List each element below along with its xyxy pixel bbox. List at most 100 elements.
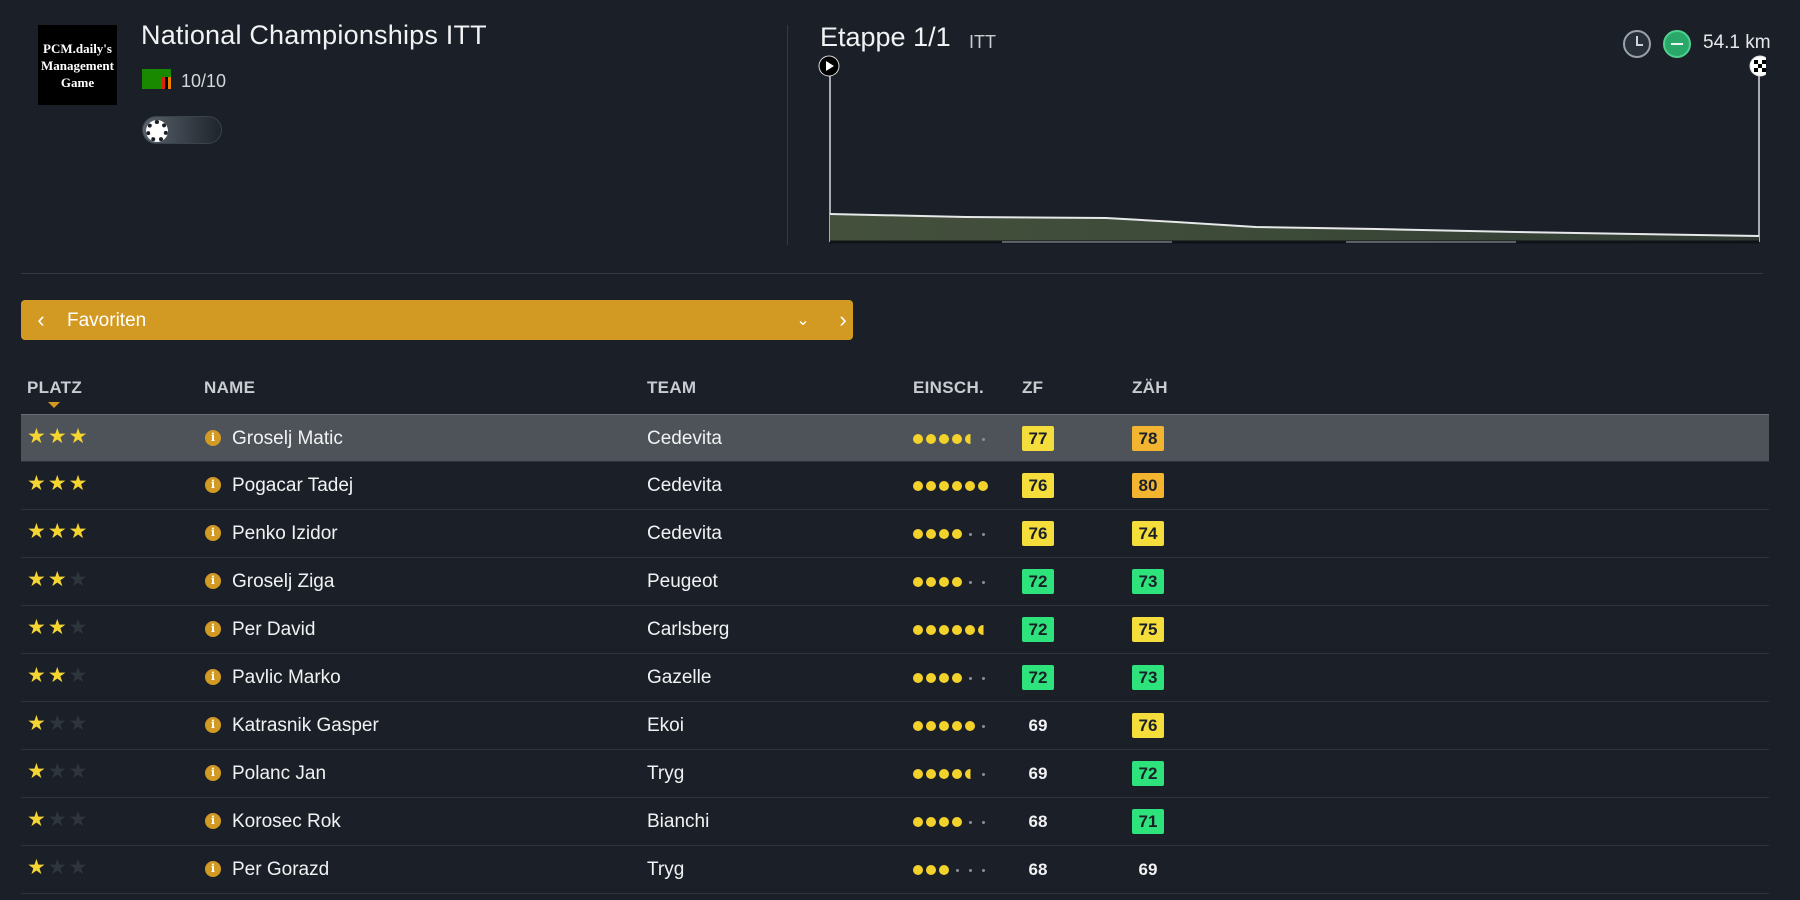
rating-dots [913, 721, 988, 731]
rating-dot [939, 817, 949, 827]
info-icon[interactable]: i [205, 765, 221, 781]
rider-name[interactable]: Korosec Rok [232, 811, 341, 832]
stage-profile [818, 55, 1766, 244]
header-divider [787, 25, 788, 245]
star-icon: ★ [68, 520, 88, 543]
rating-dot [965, 673, 975, 683]
rating-dot [926, 577, 936, 587]
table-row[interactable]: ★ ★ ★ i Penko Izidor Cedevita 76 74 [21, 510, 1769, 558]
rating-dot [913, 769, 923, 779]
rating-dot [978, 577, 988, 587]
table-row[interactable]: ★ ★ ★ i Polanc Jan Tryg 69 72 [21, 750, 1769, 798]
rider-team: Bianchi [647, 811, 710, 832]
rating-dot [926, 817, 936, 827]
rating-dot [926, 865, 936, 875]
star-icon: ★ [68, 808, 88, 831]
info-icon[interactable]: i [205, 621, 221, 637]
rider-name[interactable]: Penko Izidor [232, 523, 338, 544]
table-row[interactable]: ★ ★ ★ i Katrasnik Gasper Ekoi 69 76 [21, 702, 1769, 750]
info-icon[interactable]: i [205, 813, 221, 829]
table-row[interactable]: ★ ★ ★ i Korosec Rok Bianchi 68 71 [21, 798, 1769, 846]
star-rating: ★ ★ ★ [27, 617, 87, 639]
info-icon[interactable]: i [205, 525, 221, 541]
rider-name[interactable]: Pogacar Tadej [232, 475, 354, 496]
rating-dot [926, 673, 936, 683]
rider-name[interactable]: Pavlic Marko [232, 667, 341, 688]
zf-value: 72 [1022, 617, 1054, 642]
star-rating: ★ ★ ★ [27, 426, 87, 448]
rating-dot [926, 529, 936, 539]
rider-name[interactable]: Katrasnik Gasper [232, 715, 379, 736]
rider-team: Cedevita [647, 523, 722, 544]
col-einsch[interactable]: EINSCH. [913, 378, 985, 397]
info-icon[interactable]: i [205, 669, 221, 685]
zf-value: 76 [1022, 473, 1054, 498]
star-icon: ★ [68, 712, 88, 735]
star-icon: ★ [27, 616, 46, 639]
table-row[interactable]: ★ ★ ★ i Pavlic Marko Gazelle 72 73 [21, 654, 1769, 702]
star-icon: ★ [47, 472, 67, 495]
table-row[interactable]: ★ ★ ★ i Pogacar Tadej Cedevita 76 80 [21, 462, 1769, 510]
star-icon: ★ [47, 568, 67, 591]
rider-name[interactable]: Per David [232, 619, 316, 640]
info-icon[interactable]: i [205, 430, 221, 446]
col-team[interactable]: TEAM [647, 378, 697, 397]
rider-team: Ekoi [647, 715, 684, 736]
zah-value: 80 [1132, 473, 1164, 498]
rating-dot [939, 865, 949, 875]
info-icon[interactable]: i [205, 717, 221, 733]
table-row[interactable]: ★ ★ ★ i Per David Carlsberg 72 75 [21, 606, 1769, 654]
rating-dot [978, 721, 988, 731]
info-icon[interactable]: i [205, 861, 221, 877]
rating-dot [978, 625, 988, 635]
rider-name[interactable]: Polanc Jan [232, 763, 327, 784]
chevron-down-icon[interactable]: ⌄ [796, 312, 810, 329]
section-divider [21, 273, 1763, 274]
rating-dot [926, 721, 936, 731]
star-icon: ★ [68, 472, 88, 495]
star-icon: ★ [68, 664, 88, 687]
rating-dot [978, 769, 988, 779]
rating-dot [926, 434, 936, 444]
star-icon: ★ [68, 425, 88, 448]
star-icon: ★ [27, 472, 46, 495]
chevron-right-icon[interactable]: › [839, 307, 847, 332]
rider-name[interactable]: Groselj Ziga [232, 571, 335, 592]
rider-team: Peugeot [647, 571, 718, 592]
zah-value: 75 [1132, 617, 1164, 642]
rating-dot [939, 769, 949, 779]
table-header: PLATZ NAME TEAM EINSCH. ZF ZÄH [21, 378, 1769, 414]
rating-dot [939, 481, 949, 491]
rating-dot [913, 721, 923, 731]
table-row[interactable]: ★ ★ ★ i Per Gorazd Tryg 68 69 [21, 846, 1769, 894]
col-zf[interactable]: ZF [1022, 378, 1044, 397]
table-row[interactable]: ★ ★ ★ i Groselj Ziga Peugeot 72 73 [21, 558, 1769, 606]
star-rating: ★ ★ ★ [27, 857, 87, 879]
rating-dot [939, 434, 949, 444]
filter-selector[interactable]: ‹ Favoriten ⌄ › [21, 300, 853, 340]
rating-dot [926, 769, 936, 779]
rider-name[interactable]: Groselj Matic [232, 428, 343, 449]
chevron-left-icon[interactable]: ‹ [37, 307, 45, 332]
zf-value: 68 [1028, 812, 1048, 831]
zah-value: 71 [1132, 809, 1164, 834]
info-icon[interactable]: i [205, 477, 221, 493]
star-rating: ★ ★ ★ [27, 713, 87, 735]
star-rating: ★ ★ ★ [27, 761, 87, 783]
zah-value: 69 [1138, 860, 1158, 879]
col-name[interactable]: NAME [204, 378, 256, 397]
rating-dot [913, 673, 923, 683]
col-platz[interactable]: PLATZ [27, 378, 83, 397]
star-icon: ★ [27, 568, 46, 591]
col-zah[interactable]: ZÄH [1132, 378, 1168, 397]
rating-dot [939, 625, 949, 635]
rider-name[interactable]: Per Gorazd [232, 859, 330, 880]
start-marker-icon [818, 55, 840, 77]
flat-stage-icon [1663, 30, 1691, 58]
info-icon[interactable]: i [205, 573, 221, 589]
table-row[interactable]: ★ ★ ★ i Groselj Matic Cedevita 77 78 [21, 414, 1769, 462]
rating-dot [913, 625, 923, 635]
rating-dot [926, 481, 936, 491]
zah-value: 72 [1132, 761, 1164, 786]
clock-icon[interactable] [1623, 30, 1651, 58]
